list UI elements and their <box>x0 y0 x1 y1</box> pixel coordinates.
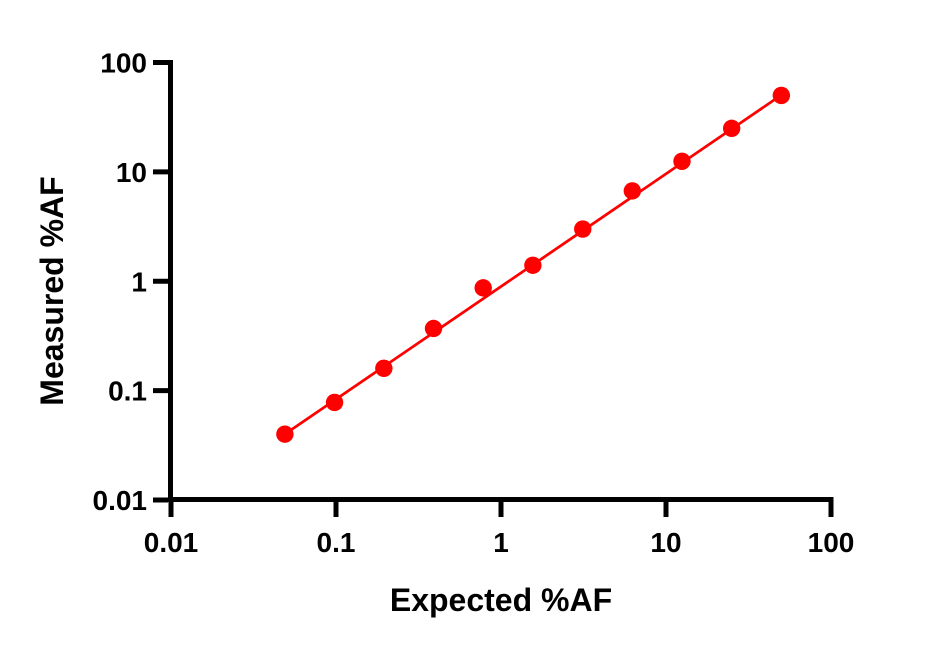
data-point <box>375 359 393 377</box>
y-tick-label: 0.1 <box>108 376 147 407</box>
data-point <box>325 393 344 412</box>
data-point <box>623 182 642 200</box>
data-point <box>524 256 542 274</box>
data-point <box>673 152 691 170</box>
data-point <box>276 425 294 443</box>
y-axis-title: Measured %AF <box>34 176 70 406</box>
x-tick-label: 10 <box>650 527 681 558</box>
x-tick-label: 100 <box>808 527 855 558</box>
y-tick-label: 1 <box>131 266 147 297</box>
data-point <box>424 319 443 338</box>
x-axis-title: Expected %AF <box>389 582 613 618</box>
y-tick-label: 10 <box>116 157 147 188</box>
data-point <box>772 86 791 105</box>
data-point <box>474 279 492 297</box>
data-point <box>574 220 592 238</box>
y-tick-label: 0.01 <box>93 485 148 516</box>
x-tick-label: 0.01 <box>144 527 199 558</box>
y-tick-label: 100 <box>100 48 147 79</box>
x-tick-label: 0.1 <box>317 527 356 558</box>
x-tick-label: 1 <box>493 527 509 558</box>
data-point <box>722 119 741 138</box>
